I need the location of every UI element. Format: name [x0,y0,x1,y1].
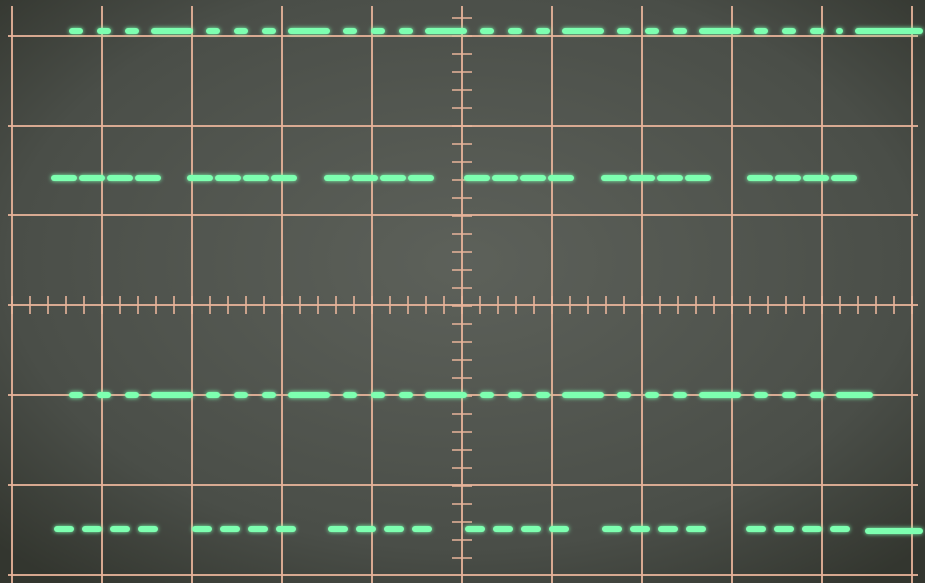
center-ticks [11,17,913,559]
traces [51,28,923,534]
